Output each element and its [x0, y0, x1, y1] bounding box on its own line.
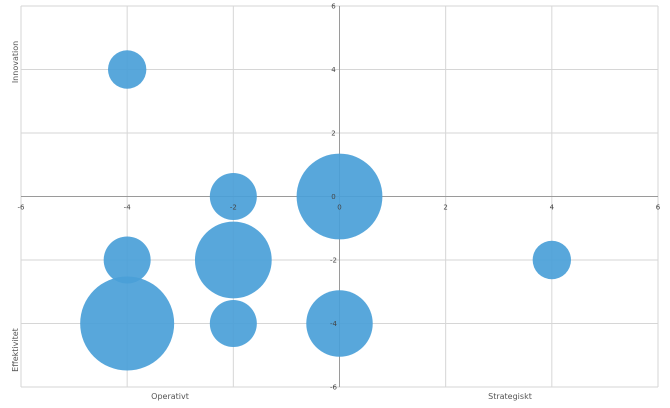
x-tick-label: -2 — [230, 204, 237, 212]
x-axis-right-label: Strategiskt — [488, 392, 532, 401]
bubble-point — [209, 300, 257, 347]
tick-labels: -6 -4 -2 0 2 4 6 6 4 2 0 -2 -4 -6 — [18, 3, 661, 392]
y-tick-label: 2 — [331, 130, 335, 138]
x-tick-label: -6 — [18, 204, 26, 212]
bubble-point — [209, 173, 257, 220]
y-tick-label: -6 — [330, 384, 338, 392]
x-tick-label: 4 — [550, 204, 555, 212]
bubble-point — [306, 290, 373, 357]
y-axis-top-label: Innovation — [11, 41, 20, 83]
bubble-point — [194, 221, 272, 299]
bubble-point — [296, 153, 383, 240]
y-tick-label: -4 — [330, 320, 338, 328]
bubble-point — [532, 240, 572, 280]
bubble-point — [107, 50, 147, 89]
y-axis-bottom-label: Effektivitet — [11, 328, 20, 372]
x-tick-label: -4 — [124, 204, 132, 212]
x-tick-label: 6 — [656, 204, 661, 212]
x-axis-left-label: Operativt — [151, 392, 189, 401]
y-tick-label: 0 — [331, 193, 335, 201]
x-tick-label: 2 — [443, 204, 447, 212]
x-tick-label: 0 — [337, 204, 341, 212]
bubbles — [80, 50, 572, 371]
y-tick-label: -2 — [330, 257, 337, 265]
y-tick-label: 4 — [331, 66, 336, 74]
bubble-point — [103, 236, 151, 284]
y-tick-label: 6 — [331, 3, 336, 11]
bubble-point — [80, 276, 175, 371]
